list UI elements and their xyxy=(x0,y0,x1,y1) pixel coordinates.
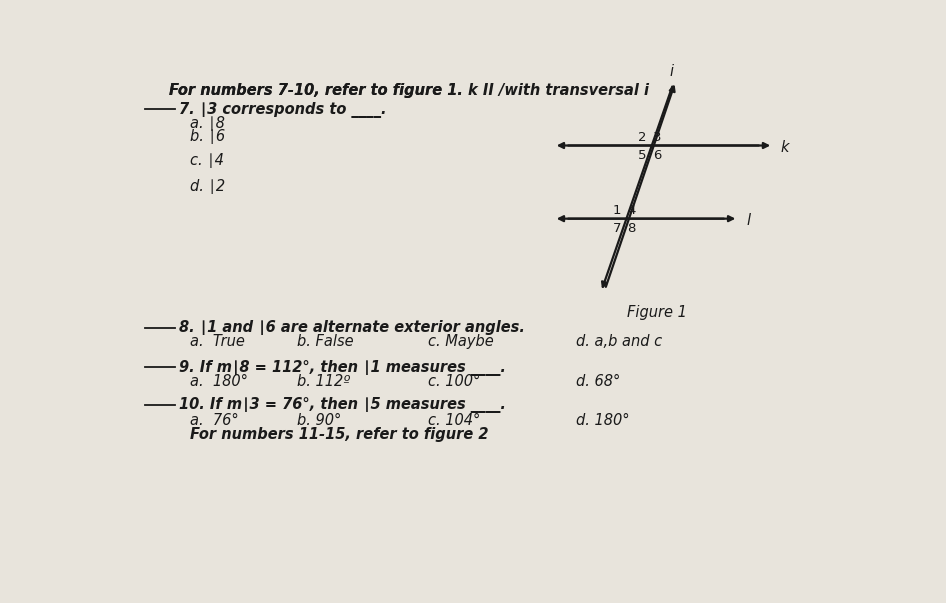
Text: 4: 4 xyxy=(627,204,636,216)
Text: b. 112º: b. 112º xyxy=(296,374,350,389)
Text: 1: 1 xyxy=(612,204,621,216)
Text: 9. If m∣8 = 112°, then ∣1 measures ____.: 9. If m∣8 = 112°, then ∣1 measures ____. xyxy=(179,359,505,376)
Text: b. False: b. False xyxy=(296,334,353,349)
Text: c. 100°: c. 100° xyxy=(429,374,481,389)
Text: c. ∣4: c. ∣4 xyxy=(189,153,223,168)
Text: c. Maybe: c. Maybe xyxy=(429,334,494,349)
Text: For numbers 11-15, refer to figure 2: For numbers 11-15, refer to figure 2 xyxy=(189,426,488,441)
Text: a. ∣8: a. ∣8 xyxy=(189,116,224,131)
Text: a.  76°: a. 76° xyxy=(189,414,238,429)
Text: 8: 8 xyxy=(627,222,636,235)
Text: d. 180°: d. 180° xyxy=(575,414,629,429)
Text: 6: 6 xyxy=(653,149,661,162)
Text: d. a,b and c: d. a,b and c xyxy=(575,334,661,349)
Text: 7. ∣3 corresponds to ____.: 7. ∣3 corresponds to ____. xyxy=(179,102,386,118)
Text: b. 90°: b. 90° xyxy=(296,414,341,429)
Text: 7: 7 xyxy=(612,222,621,235)
Text: For numbers 7-10, refer to figure 1.: For numbers 7-10, refer to figure 1. xyxy=(168,83,467,98)
Text: k: k xyxy=(780,139,789,154)
Text: a.  True: a. True xyxy=(189,334,244,349)
Text: b. ∣6: b. ∣6 xyxy=(189,128,224,144)
Text: i: i xyxy=(670,63,674,78)
Text: c. 104°: c. 104° xyxy=(429,414,481,429)
Text: For numbers 7-10, refer to figure 1. k II /with transversal i: For numbers 7-10, refer to figure 1. k I… xyxy=(168,83,649,98)
Text: 5: 5 xyxy=(639,149,647,162)
Text: 8. ∣1 and ∣6 are alternate exterior angles.: 8. ∣1 and ∣6 are alternate exterior angl… xyxy=(179,320,525,335)
Text: d. ∣2: d. ∣2 xyxy=(189,178,224,194)
Text: a.  180°: a. 180° xyxy=(189,374,248,389)
Text: 10. If m∣3 = 76°, then ∣5 measures ____.: 10. If m∣3 = 76°, then ∣5 measures ____. xyxy=(179,397,505,413)
Text: Figure 1: Figure 1 xyxy=(627,305,687,320)
Text: 3: 3 xyxy=(653,130,661,144)
Text: l: l xyxy=(746,213,750,228)
Text: d. 68°: d. 68° xyxy=(575,374,620,389)
Text: 2: 2 xyxy=(639,130,647,144)
